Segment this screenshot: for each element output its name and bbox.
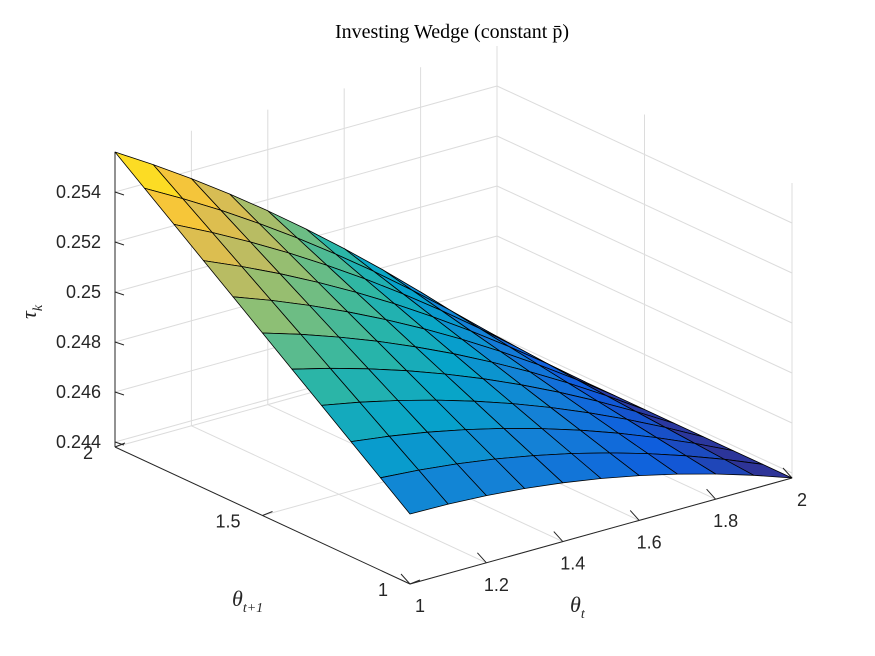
x-tick-label: 1.2 [484,575,509,595]
x-tick-label: 1.8 [713,511,738,531]
x-tick-mark [629,510,640,521]
axes [114,152,793,585]
y-tick-mark [114,442,126,448]
z-tick-mark [114,291,125,296]
x-tick-mark [400,573,411,585]
z-tick-mark [114,441,125,446]
x-tick-mark [706,488,716,500]
z-tick-mark [114,391,125,396]
y-tick-label: 2 [83,443,93,463]
x-tick-mark [477,552,487,564]
z-tick-label: 0.246 [56,382,101,402]
z-tick-mark [114,241,125,246]
x-tick-label: 1 [415,596,425,616]
x-axis-label: θt [570,592,586,622]
y-tick-mark [262,511,273,516]
tick-labels: 11.21.41.61.8211.520.2440.2460.2480.250.… [56,182,807,616]
x-tick-label: 1.6 [637,532,662,552]
x-tick-label: 2 [797,490,807,510]
y-tick-label: 1 [378,580,388,600]
grid-line [496,235,793,374]
chart-title: Investing Wedge (constant p̄) [335,21,569,43]
z-tick-label: 0.244 [56,432,101,452]
y-tick-mark [409,579,421,585]
z-tick-label: 0.254 [56,182,101,202]
grid-line [496,285,793,424]
x-axis-line [409,477,793,585]
grid-line [496,85,793,224]
y-axis-label: θt+1 [232,586,263,616]
z-tick-label: 0.252 [56,232,101,252]
grid-line [496,185,793,324]
x-tick-label: 1.4 [560,554,585,574]
z-axis-label: τk [16,304,46,319]
z-tick-label: 0.25 [66,282,101,302]
z-tick-label: 0.248 [56,332,101,352]
surface-patch [380,469,449,515]
x-tick-mark [553,531,564,542]
y-tick-label: 1.5 [215,512,240,532]
surface-patches [114,151,793,515]
z-tick-mark [114,341,125,346]
grid-line [496,335,793,474]
z-tick-mark [114,191,125,196]
x-tick-mark [782,467,793,479]
grid-line [496,135,793,274]
